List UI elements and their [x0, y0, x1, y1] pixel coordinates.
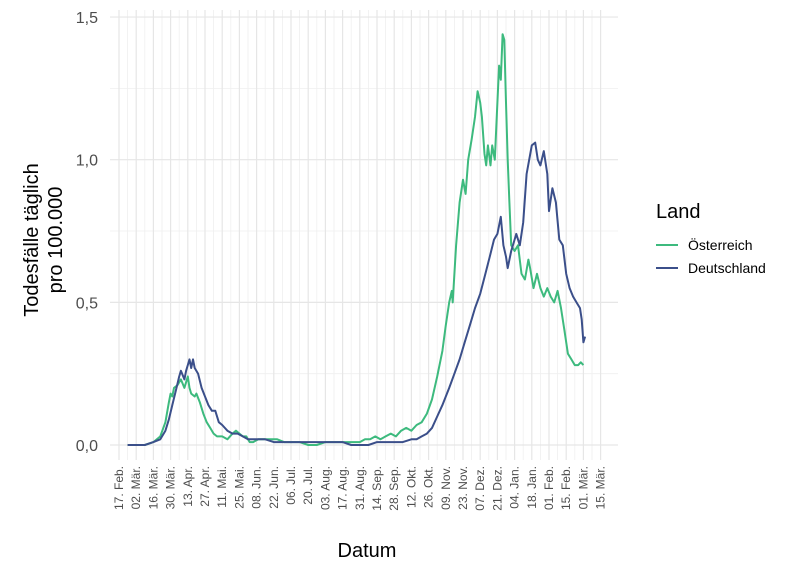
x-tick-label: 11. Mai. [215, 466, 229, 508]
x-axis-title: Datum [338, 540, 397, 562]
x-tick-label: 30. Mär. [164, 466, 178, 509]
x-tick-label: 13. Apr. [181, 466, 195, 507]
plot-lines [127, 33, 587, 446]
x-tick-label: 27. Apr. [198, 466, 212, 507]
x-tick-label: 14. Sep. [370, 466, 384, 511]
x-tick-label: 21. Dez. [490, 466, 504, 511]
legend-item-oesterreich: Österreich [656, 236, 753, 253]
x-tick-label: 26. Okt. [422, 466, 436, 508]
x-tick-label: 02. Mär. [129, 466, 143, 509]
chart-grid [110, 10, 618, 460]
x-tick-label: 12. Okt. [404, 466, 418, 508]
x-tick-label: 03. Aug. [318, 466, 332, 510]
y-axis: 0,0 0,5 1,0 1,5 [76, 10, 98, 455]
x-tick-label: 20. Jul. [301, 466, 315, 505]
x-axis: 17. Feb. 02. Mär. 16. Mär. 30. Mär. 13. Apr.… [112, 466, 608, 511]
legend-label-oesterreich: Österreich [688, 236, 753, 253]
x-tick-label: 31. Aug. [353, 466, 367, 510]
plot-panel [110, 10, 618, 460]
x-tick-label: 18. Jan. [525, 466, 539, 509]
x-tick-label: 16. Mär. [146, 466, 160, 509]
x-tick-label: 08. Jun. [250, 466, 264, 509]
legend: Land Österreich Deutschland [656, 201, 766, 276]
legend-label-deutschland: Deutschland [688, 260, 766, 276]
x-tick-label: 15. Feb. [559, 466, 573, 510]
legend-title: Land [656, 201, 701, 223]
x-tick-label: 17. Aug. [336, 466, 350, 510]
y-axis-title-line-2: pro 100.000 [45, 187, 67, 294]
y-axis-title-line-1: Todesfälle täglich [21, 163, 43, 316]
y-tick-label: 0,0 [76, 438, 98, 455]
x-tick-label: 17. Feb. [112, 466, 126, 510]
y-tick-label: 1,0 [76, 153, 98, 170]
x-tick-label: 15. Mär. [594, 466, 608, 509]
y-axis-title: Todesfälle täglich pro 100.000 [21, 163, 67, 316]
x-tick-label: 01. Mär. [576, 466, 590, 509]
x-tick-label: 09. Nov. [439, 466, 453, 510]
x-tick-label: 01. Feb. [542, 466, 556, 510]
series-line-deutschland [127, 141, 587, 446]
x-tick-label: 07. Dez. [473, 466, 487, 511]
y-tick-label: 0,5 [76, 295, 98, 312]
x-tick-label: 25. Mai. [232, 466, 246, 509]
y-tick-label: 1,5 [76, 10, 98, 27]
x-tick-label: 23. Nov. [456, 466, 470, 510]
x-tick-label: 06. Jul. [284, 466, 298, 505]
x-tick-label: 04. Jan. [508, 466, 522, 509]
legend-item-deutschland: Deutschland [656, 260, 766, 276]
series-line-oesterreich [127, 33, 585, 446]
x-tick-label: 28. Sep. [387, 466, 401, 511]
x-tick-label: 22. Jun. [267, 466, 281, 509]
